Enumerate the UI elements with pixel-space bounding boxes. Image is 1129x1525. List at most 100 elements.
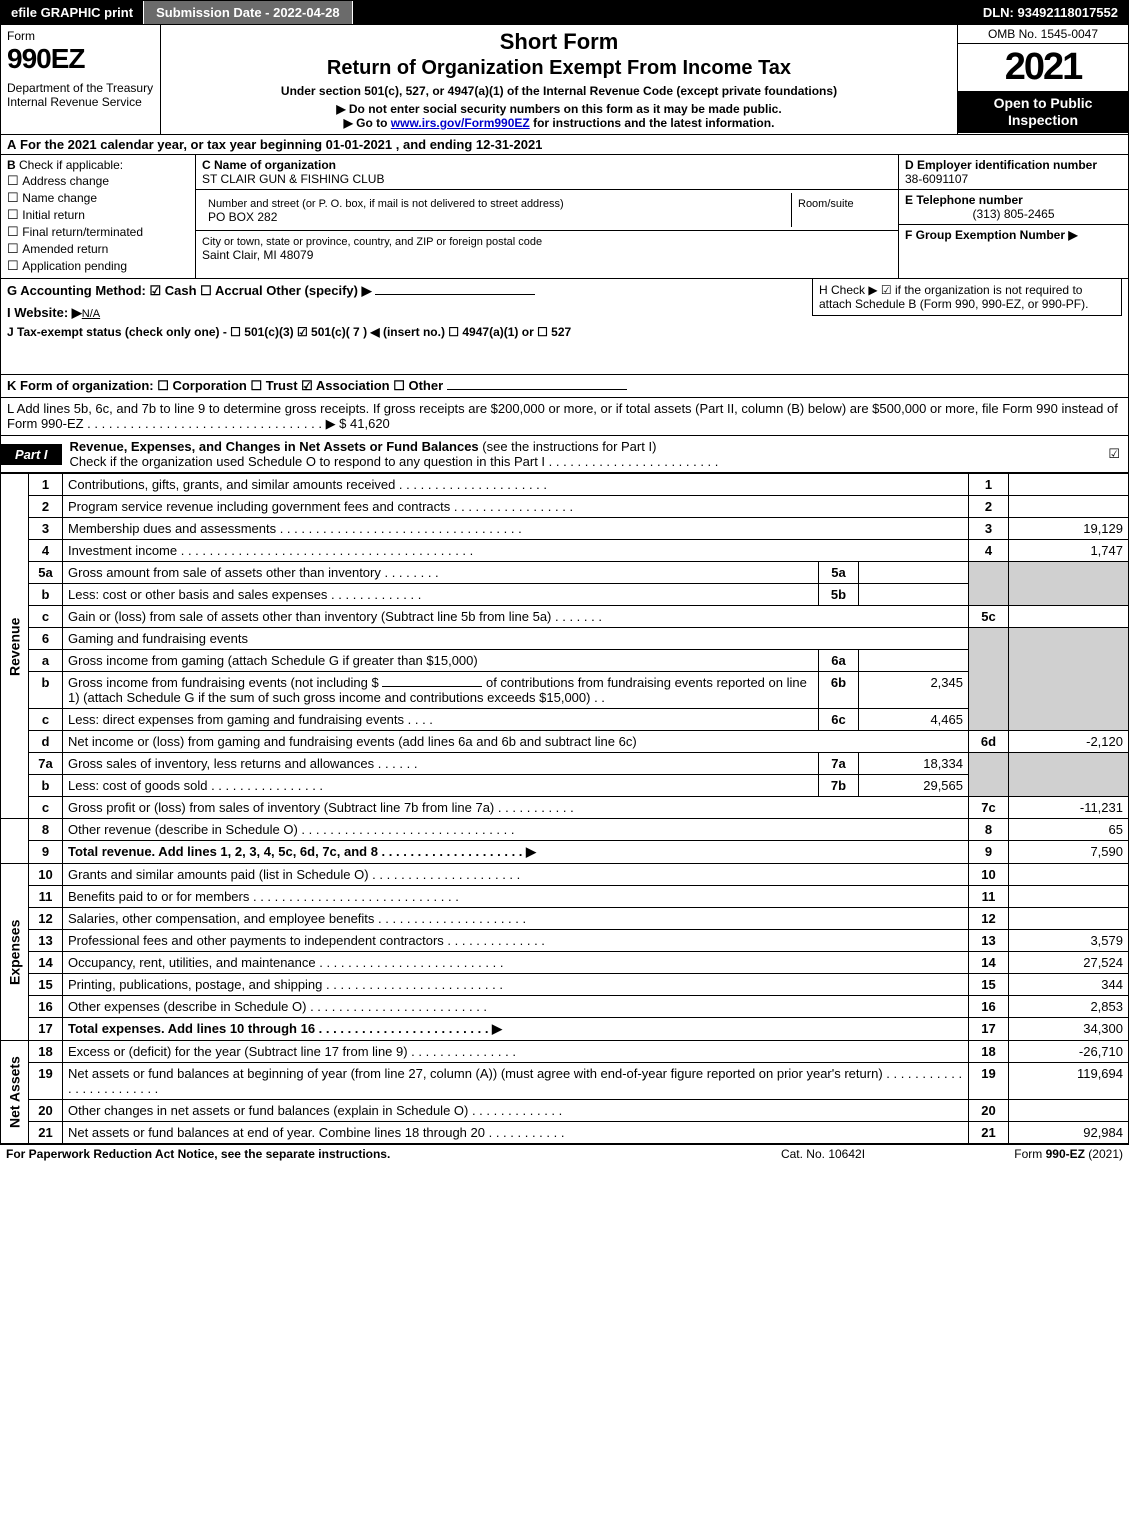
grey-7	[969, 753, 1009, 797]
check-amended-return[interactable]: Amended return	[7, 241, 189, 257]
check-name-change[interactable]: Name change	[7, 190, 189, 206]
rn-5c: 5c	[969, 606, 1009, 628]
col-d: D Employer identification number 38-6091…	[898, 155, 1128, 278]
txt-21: Net assets or fund balances at end of ye…	[63, 1122, 969, 1144]
rn-19: 19	[969, 1063, 1009, 1100]
page-footer: For Paperwork Reduction Act Notice, see …	[0, 1144, 1129, 1163]
col-c: C Name of organization ST CLAIR GUN & FI…	[196, 155, 898, 278]
ln-6d: d	[29, 731, 63, 753]
ln-11: 11	[29, 886, 63, 908]
ln-10: 10	[29, 864, 63, 886]
txt-15: Printing, publications, postage, and shi…	[63, 974, 969, 996]
topbar-spacer	[353, 1, 973, 24]
rn-2: 2	[969, 496, 1009, 518]
txt-6d: Net income or (loss) from gaming and fun…	[63, 731, 969, 753]
ln-6a: a	[29, 650, 63, 672]
greyamt-7	[1009, 753, 1129, 797]
footer-left: For Paperwork Reduction Act Notice, see …	[6, 1147, 723, 1161]
amt-4: 1,747	[1009, 540, 1129, 562]
amt-2	[1009, 496, 1129, 518]
txt-5c: Gain or (loss) from sale of assets other…	[63, 606, 969, 628]
amt-15: 344	[1009, 974, 1129, 996]
check-initial-return[interactable]: Initial return	[7, 207, 189, 223]
org-name-cell: C Name of organization ST CLAIR GUN & FI…	[196, 155, 898, 190]
form-word: Form	[7, 29, 154, 43]
rn-9: 9	[969, 841, 1009, 864]
part-1-tag: Part I	[1, 444, 62, 465]
dept-label: Department of the Treasury Internal Reve…	[7, 81, 154, 109]
txt-7c: Gross profit or (loss) from sales of inv…	[63, 797, 969, 819]
amt-6d: -2,120	[1009, 731, 1129, 753]
info-block: B Check if applicable: Address change Na…	[0, 155, 1129, 279]
ein-value: 38-6091107	[905, 172, 968, 186]
check-final-return[interactable]: Final return/terminated	[7, 224, 189, 240]
check-address-change[interactable]: Address change	[7, 173, 189, 189]
txt-7b: Less: cost of goods sold . . . . . . . .…	[63, 775, 819, 797]
goto-post: for instructions and the latest informat…	[530, 116, 775, 130]
header-center: Short Form Return of Organization Exempt…	[161, 25, 958, 134]
amt-9: 7,590	[1009, 841, 1129, 864]
txt-2: Program service revenue including govern…	[63, 496, 969, 518]
txt-20: Other changes in net assets or fund bala…	[63, 1100, 969, 1122]
sub-5a: 5a	[819, 562, 859, 584]
txt-12: Salaries, other compensation, and employ…	[63, 908, 969, 930]
side-net-assets: Net Assets	[1, 1041, 29, 1144]
inspection-badge: Open to Public Inspection	[958, 91, 1128, 133]
txt-1: Contributions, gifts, grants, and simila…	[63, 474, 969, 496]
txt-6a: Gross income from gaming (attach Schedul…	[63, 650, 819, 672]
row-l: L Add lines 5b, 6c, and 7b to line 9 to …	[0, 398, 1129, 436]
subamt-5b	[859, 584, 969, 606]
group-exemption-cell: F Group Exemption Number ▶	[899, 225, 1128, 255]
rn-12: 12	[969, 908, 1009, 930]
rn-17: 17	[969, 1018, 1009, 1041]
txt-6b: Gross income from fundraising events (no…	[63, 672, 819, 709]
rn-6d: 6d	[969, 731, 1009, 753]
amt-7c: -11,231	[1009, 797, 1129, 819]
ln-5a: 5a	[29, 562, 63, 584]
txt-6: Gaming and fundraising events	[63, 628, 969, 650]
address-row: Number and street (or P. O. box, if mail…	[196, 190, 898, 231]
rn-15: 15	[969, 974, 1009, 996]
header-left: Form 990EZ Department of the Treasury In…	[1, 25, 161, 134]
e-label: E Telephone number	[905, 193, 1023, 207]
g-line: G Accounting Method: ☑ Cash ☐ Accrual Ot…	[7, 283, 372, 298]
sub-7b: 7b	[819, 775, 859, 797]
amt-14: 27,524	[1009, 952, 1129, 974]
txt-5a: Gross amount from sale of assets other t…	[63, 562, 819, 584]
row-a-text: For the 2021 calendar year, or tax year …	[20, 137, 542, 152]
efile-print-button[interactable]: efile GRAPHIC print	[1, 1, 144, 24]
ln-19: 19	[29, 1063, 63, 1100]
txt-3: Membership dues and assessments . . . . …	[63, 518, 969, 540]
ln-16: 16	[29, 996, 63, 1018]
amt-19: 119,694	[1009, 1063, 1129, 1100]
txt-10: Grants and similar amounts paid (list in…	[63, 864, 969, 886]
check-application-pending[interactable]: Application pending	[7, 258, 189, 274]
f-label: F Group Exemption Number ▶	[905, 228, 1078, 242]
h-box: H Check ▶ ☑ if the organization is not r…	[812, 279, 1122, 316]
amt-1	[1009, 474, 1129, 496]
rn-10: 10	[969, 864, 1009, 886]
city-state-zip: Saint Clair, MI 48079	[202, 248, 313, 262]
ln-5b: b	[29, 584, 63, 606]
goto-pre: ▶ Go to	[344, 116, 391, 130]
form-header: Form 990EZ Department of the Treasury In…	[0, 25, 1129, 135]
txt-8: Other revenue (describe in Schedule O) .…	[63, 819, 969, 841]
part-1-checkbox[interactable]: ☑	[1100, 443, 1128, 465]
txt-18: Excess or (deficit) for the year (Subtra…	[63, 1041, 969, 1063]
ln-4: 4	[29, 540, 63, 562]
row-k: K Form of organization: ☐ Corporation ☐ …	[0, 375, 1129, 398]
phone-cell: E Telephone number (313) 805-2465	[899, 190, 1128, 225]
txt-14: Occupancy, rent, utilities, and maintena…	[63, 952, 969, 974]
irs-link[interactable]: www.irs.gov/Form990EZ	[391, 116, 530, 130]
sub-6a: 6a	[819, 650, 859, 672]
txt-19: Net assets or fund balances at beginning…	[63, 1063, 969, 1100]
ln-18: 18	[29, 1041, 63, 1063]
under-section: Under section 501(c), 527, or 4947(a)(1)…	[167, 84, 951, 98]
omb-number: OMB No. 1545-0047	[958, 25, 1128, 44]
footer-right: Form 990-EZ (2021)	[923, 1147, 1123, 1161]
warning-line: ▶ Do not enter social security numbers o…	[167, 102, 951, 116]
city-label: City or town, state or province, country…	[202, 236, 542, 248]
grey-5	[969, 562, 1009, 606]
txt-16: Other expenses (describe in Schedule O) …	[63, 996, 969, 1018]
sub-5b: 5b	[819, 584, 859, 606]
